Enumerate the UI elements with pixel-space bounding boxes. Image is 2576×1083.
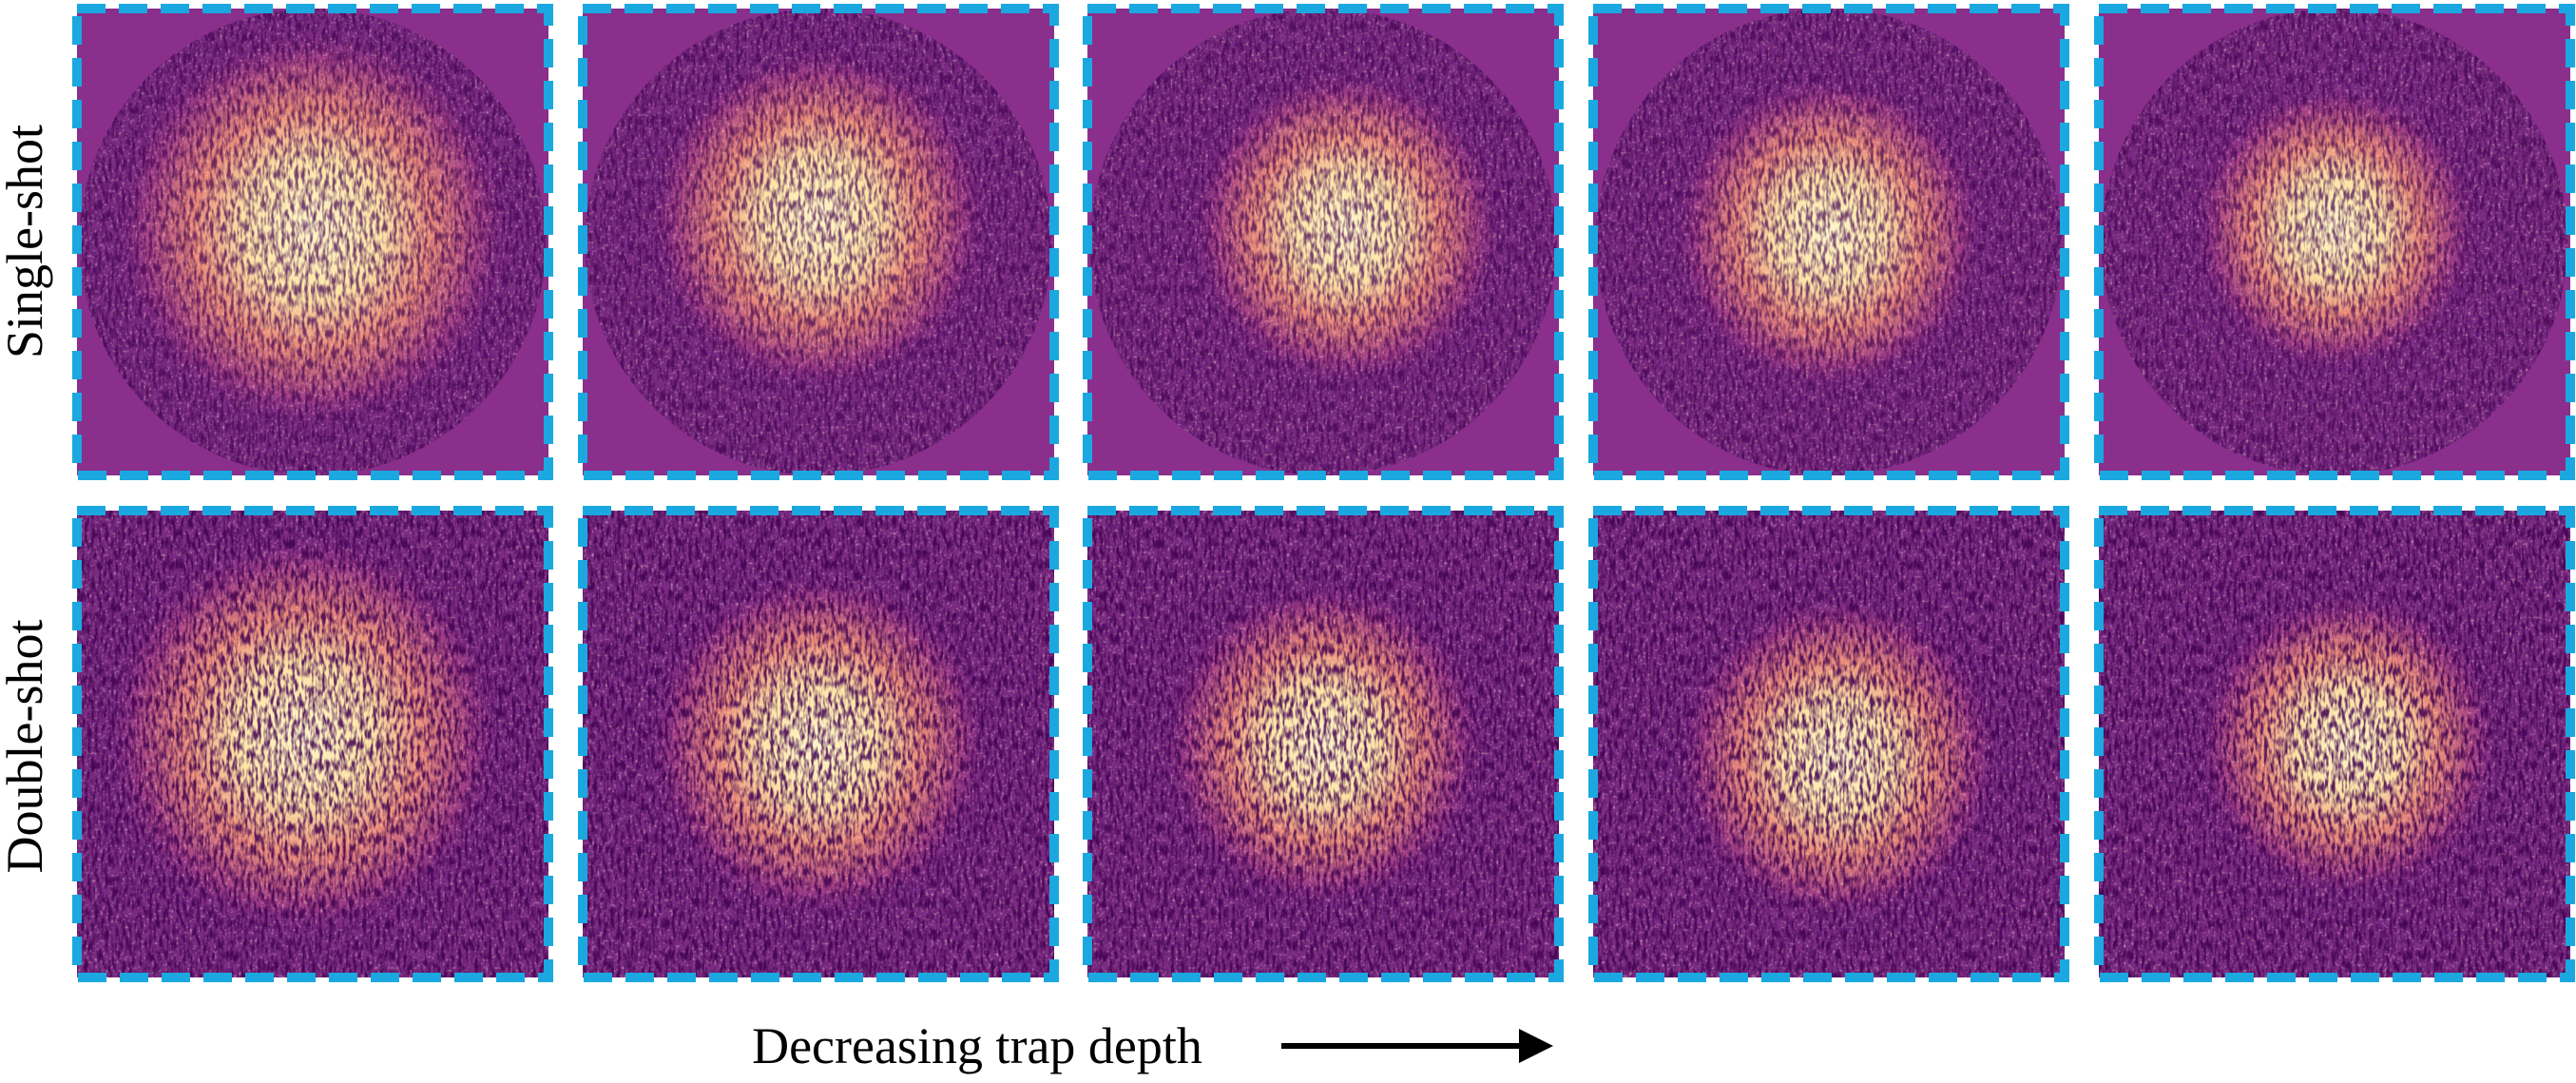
noise-dark — [79, 9, 547, 475]
dashed-frame — [72, 4, 553, 480]
dashed-frame — [1083, 506, 1564, 982]
dashed-frame — [578, 4, 1059, 480]
panel-image — [77, 511, 548, 977]
panel-image — [1595, 9, 2063, 475]
image-panel — [578, 4, 1059, 480]
image-panel — [72, 4, 553, 480]
row-label: Double-shot — [0, 620, 53, 874]
noise-dark — [583, 511, 1054, 977]
panel-image — [2099, 511, 2570, 977]
image-panel — [1083, 506, 1564, 982]
dashed-frame — [2094, 506, 2575, 982]
image-panel — [1588, 4, 2069, 480]
panel-image — [2101, 9, 2568, 475]
image-panel — [72, 506, 553, 982]
dashed-frame — [1588, 506, 2069, 982]
noise-dark — [77, 511, 548, 977]
x-label: Decreasing trap depth — [752, 1017, 1202, 1074]
panel-image — [583, 511, 1054, 977]
noise-dark — [1595, 9, 2063, 475]
noise-dark — [1089, 9, 1557, 475]
panel-image — [79, 9, 547, 475]
image-panel — [1083, 4, 1564, 480]
panels — [72, 4, 2575, 982]
dashed-frame — [1588, 4, 2069, 480]
noise-dark — [1087, 511, 1559, 977]
panel-image — [1593, 511, 2065, 977]
noise-dark — [1593, 511, 2065, 977]
panel-image — [1087, 511, 1559, 977]
image-panel — [2094, 506, 2575, 982]
image-panel — [1588, 506, 2069, 982]
image-panel — [578, 506, 1059, 982]
noise-dark — [585, 9, 1052, 475]
dashed-frame — [578, 506, 1059, 982]
row-label: Single-shot — [0, 125, 53, 358]
panel-image — [585, 9, 1052, 475]
dashed-frame — [2094, 4, 2575, 480]
noise-dark — [2101, 9, 2568, 475]
dashed-frame — [1083, 4, 1564, 480]
panel-image — [1089, 9, 1557, 475]
noise-dark — [2099, 511, 2570, 977]
image-panel — [2094, 4, 2575, 480]
dashed-frame — [72, 506, 553, 982]
